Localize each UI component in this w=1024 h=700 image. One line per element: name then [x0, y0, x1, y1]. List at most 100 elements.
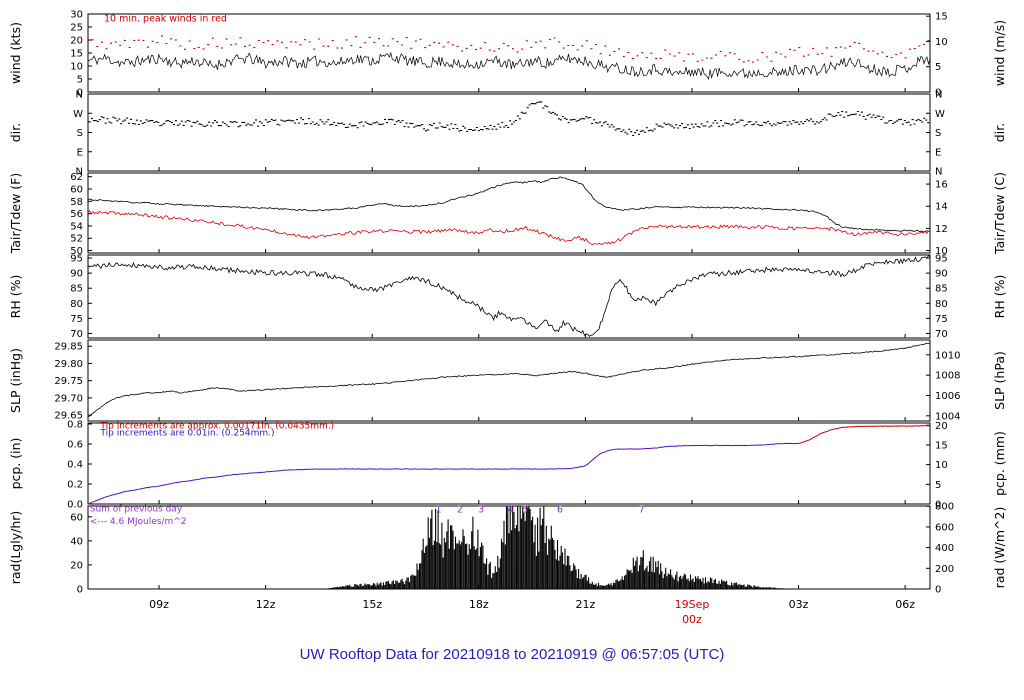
annotation: Sum of previous day	[90, 504, 183, 514]
annotation: 2	[457, 505, 463, 516]
svg-text:E: E	[77, 147, 83, 158]
svg-text:E: E	[935, 147, 941, 158]
svg-text:30: 30	[70, 10, 83, 21]
svg-text:60: 60	[70, 512, 83, 523]
svg-text:15: 15	[935, 12, 948, 23]
panel-slp: 29.65 29.70 29.75 29.80 29.85 1004 1006 1008 101…	[8, 339, 1007, 422]
chart-title: UW Rooftop Data for 20210918 to 20210919…	[299, 646, 725, 663]
svg-text:N: N	[935, 167, 942, 178]
svg-text:29.80: 29.80	[54, 359, 83, 370]
x-tick-label: 03z	[789, 598, 809, 611]
svg-text:29.70: 29.70	[54, 393, 83, 404]
svg-text:60: 60	[70, 185, 83, 196]
x-tick-label: 21z	[575, 598, 595, 611]
svg-text:W: W	[935, 109, 945, 120]
svg-text:S: S	[935, 128, 941, 139]
ylabel-left-slp: SLP (inHg)	[8, 348, 23, 413]
svg-text:56: 56	[70, 209, 83, 220]
ylabel-right-temp: Tair/Tdew (C)	[992, 172, 1007, 255]
ylabel-right-rh: RH (%)	[992, 275, 1007, 319]
x-tick-label-line2: 00z	[682, 613, 702, 626]
svg-text:29.85: 29.85	[54, 342, 83, 353]
annotation: 10 min. peak winds in red	[104, 13, 227, 24]
svg-text:5: 5	[77, 75, 83, 86]
svg-text:1004: 1004	[935, 411, 960, 422]
ylabel-left-dir: dir.	[8, 123, 23, 142]
svg-text:25: 25	[70, 23, 83, 34]
svg-text:N: N	[76, 90, 83, 101]
annotation: 3	[478, 505, 484, 516]
series-sea-level-pressure	[88, 342, 930, 418]
ylabel-left-pcp: pcp. (in)	[8, 438, 23, 490]
svg-text:54: 54	[70, 221, 83, 232]
svg-text:20: 20	[70, 36, 83, 47]
svg-text:62: 62	[70, 172, 83, 183]
annotation: 5	[522, 505, 528, 516]
svg-text:80: 80	[70, 299, 83, 310]
ylabel-right-dir: dir.	[992, 123, 1007, 142]
svg-text:800: 800	[935, 502, 954, 513]
svg-text:95: 95	[70, 254, 83, 265]
ylabel-left-temp: Tair/Tdew (F)	[8, 173, 23, 254]
x-tick-label: 09z	[149, 598, 169, 611]
svg-text:0: 0	[935, 500, 941, 511]
ylabel-left-wind: wind (kts)	[8, 22, 23, 84]
series-relative-humidity	[88, 255, 930, 337]
x-tick-label: 18z	[469, 598, 489, 611]
svg-text:400: 400	[935, 543, 954, 554]
annotation: Tip increments are 0.01in. (0.254mm.)	[99, 429, 274, 439]
svg-text:52: 52	[70, 234, 83, 245]
svg-text:15: 15	[70, 49, 83, 60]
svg-text:12: 12	[935, 224, 948, 235]
svg-text:20: 20	[70, 560, 83, 571]
x-tick-label: 19Sep	[675, 598, 710, 611]
svg-text:10: 10	[70, 62, 83, 73]
panel-pcp: 0.0 0.2 0.4 0.6 0.8 0 5 10 15 20 pcp. (in) pcp. (mm…	[8, 420, 1007, 511]
svg-text:S: S	[77, 128, 83, 139]
x-tick-label: 12z	[256, 598, 276, 611]
ylabel-right-pcp: pcp. (mm)	[992, 431, 1007, 496]
svg-text:0.2: 0.2	[67, 480, 83, 491]
svg-text:40: 40	[70, 536, 83, 547]
svg-text:20: 20	[935, 421, 948, 432]
annotation: 6	[557, 505, 563, 516]
ylabel-right-rad: rad (W/m^2)	[992, 507, 1007, 589]
panel-wind: 0 5 10 15 20 25 30 0 5 10 15 wind (kts) wind (m/s) 10…	[8, 10, 1007, 99]
svg-text:0: 0	[935, 585, 941, 596]
series-solar-radiation	[324, 506, 791, 589]
annotation: 1	[435, 505, 441, 516]
svg-text:1006: 1006	[935, 391, 960, 402]
series-wind-direction	[88, 101, 930, 136]
svg-text:1008: 1008	[935, 371, 960, 382]
svg-text:600: 600	[935, 522, 954, 533]
svg-text:1010: 1010	[935, 350, 960, 361]
svg-text:75: 75	[935, 314, 948, 325]
ylabel-right-slp: SLP (hPa)	[992, 351, 1007, 410]
svg-text:0: 0	[77, 585, 83, 596]
series-wind-peak-10min	[88, 35, 930, 63]
svg-text:N: N	[935, 90, 942, 101]
x-tick-label: 06z	[895, 598, 915, 611]
ylabel-left-rh: RH (%)	[8, 275, 23, 319]
svg-text:75: 75	[70, 314, 83, 325]
svg-text:15: 15	[935, 440, 948, 451]
ylabel-right-wind: wind (m/s)	[992, 20, 1007, 86]
svg-text:90: 90	[70, 269, 83, 280]
svg-text:16: 16	[935, 180, 948, 191]
svg-text:29.75: 29.75	[54, 376, 83, 387]
svg-text:0.0: 0.0	[67, 500, 83, 511]
annotation: 4	[508, 505, 514, 516]
svg-text:70: 70	[935, 329, 948, 340]
svg-text:95: 95	[935, 254, 948, 265]
annotation: <--- 4.6 MJoules/m^2	[90, 517, 187, 527]
svg-text:N: N	[76, 167, 83, 178]
series-tdew	[88, 210, 930, 246]
svg-text:0.6: 0.6	[67, 440, 83, 451]
svg-text:29.65: 29.65	[54, 411, 83, 422]
svg-text:50: 50	[70, 246, 83, 257]
series-precip-cumulative-hires	[798, 425, 930, 444]
annotation: Tip increments are approx. 0.00171in. (0…	[99, 422, 334, 432]
